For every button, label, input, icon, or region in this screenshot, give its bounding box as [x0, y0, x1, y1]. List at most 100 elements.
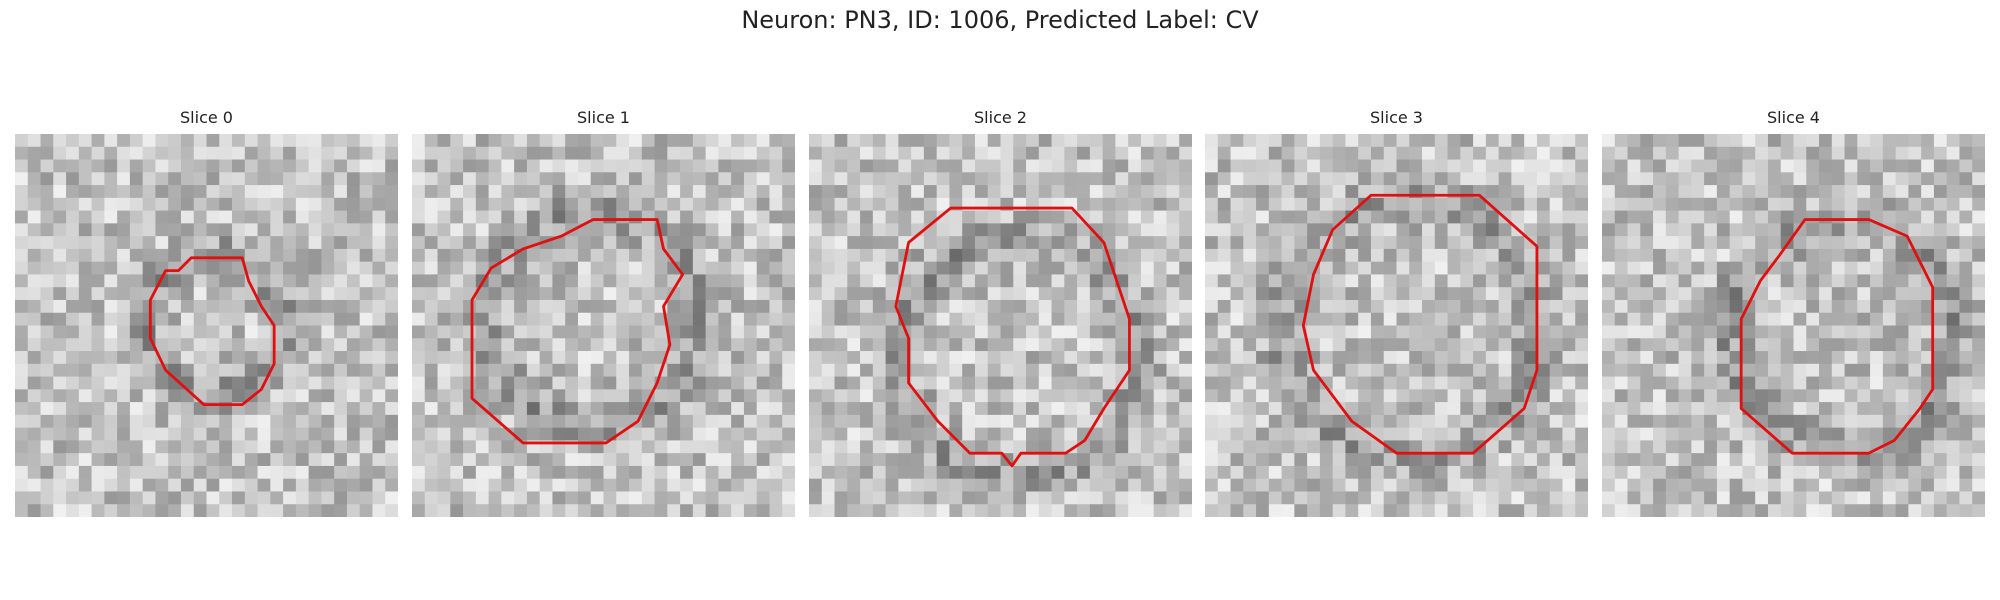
pixel [1485, 325, 1500, 339]
pixel [40, 402, 54, 416]
pixel [257, 197, 271, 212]
pixel [641, 210, 656, 225]
pixel [1870, 312, 1884, 327]
pixel [66, 223, 80, 237]
pixel [987, 453, 1002, 467]
pixel [53, 185, 67, 199]
pixel [1819, 299, 1833, 314]
pixel [552, 274, 566, 288]
pixel [692, 389, 707, 403]
pixel [1153, 478, 1168, 493]
pixel [372, 236, 386, 250]
pixel [1767, 287, 1782, 301]
pixel [885, 274, 900, 288]
pixel [1128, 351, 1142, 365]
pixel [756, 185, 771, 199]
pixel [142, 389, 157, 403]
pixel [1179, 363, 1192, 378]
pixel [962, 159, 976, 173]
pixel [180, 504, 195, 517]
pixel [949, 261, 963, 276]
pixel [117, 376, 131, 390]
pixel [1562, 363, 1576, 378]
pixel [1051, 414, 1065, 429]
pixel [1128, 478, 1142, 493]
pixel [539, 274, 554, 288]
pixel [962, 274, 976, 288]
pixel [923, 440, 938, 454]
pixel [782, 351, 795, 365]
pixel [142, 465, 157, 480]
pixel [1102, 389, 1117, 403]
pixel [424, 491, 439, 505]
pixel [1614, 504, 1629, 517]
pixel [1358, 338, 1372, 352]
pixel [1396, 440, 1410, 454]
pixel [731, 223, 745, 237]
pixel [1729, 504, 1744, 517]
pixel [756, 236, 771, 250]
pixel [923, 363, 938, 378]
pixel [1665, 414, 1680, 429]
pixel [1358, 172, 1372, 186]
pixel [1933, 312, 1948, 327]
pixel [1332, 287, 1347, 301]
pixel [539, 491, 554, 505]
pixel [424, 351, 439, 365]
pixel [1013, 440, 1027, 454]
pixel [1562, 261, 1576, 276]
pixel [731, 325, 745, 339]
pixel [1447, 440, 1461, 454]
pixel [1205, 363, 1219, 378]
pixel [463, 440, 477, 454]
pixel [1819, 440, 1833, 454]
pixel [1665, 236, 1680, 250]
pixel [193, 312, 208, 327]
pixel [654, 172, 668, 186]
pixel [1447, 389, 1461, 403]
pixel [1038, 402, 1053, 416]
pixel [1921, 146, 1935, 161]
pixel [1819, 453, 1833, 467]
pixel [1153, 491, 1168, 505]
pixel [475, 440, 490, 454]
pixel [949, 312, 963, 327]
pixel [641, 261, 656, 276]
pixel [1844, 299, 1858, 314]
pixel [1409, 210, 1423, 225]
pixel [756, 389, 771, 403]
pixel [104, 325, 118, 339]
pixel [667, 185, 681, 199]
pixel [424, 172, 439, 186]
pixel [1665, 465, 1680, 480]
pixel [667, 159, 681, 173]
pixel [1729, 146, 1744, 161]
pixel [629, 248, 643, 263]
pixel [577, 261, 592, 276]
pixel [334, 465, 348, 480]
pixel [1345, 453, 1359, 467]
pixel [385, 389, 398, 403]
pixel [78, 287, 93, 301]
pixel [206, 376, 220, 390]
pixel [193, 376, 208, 390]
pixel [501, 287, 515, 301]
pixel [1434, 172, 1449, 186]
pixel [1128, 440, 1142, 454]
pixel [834, 389, 848, 403]
pixel [129, 248, 144, 263]
pixel [1051, 261, 1065, 276]
pixel [885, 363, 900, 378]
pixel [1102, 491, 1117, 505]
pixel [1140, 478, 1155, 493]
pixel [1908, 338, 1922, 352]
pixel [1409, 440, 1423, 454]
pixel [949, 414, 963, 429]
pixel [1358, 159, 1372, 173]
pixel [1217, 389, 1232, 403]
pixel [424, 389, 439, 403]
pixel [1614, 363, 1629, 378]
pixel [501, 414, 515, 429]
pixel [1959, 299, 1973, 314]
pixel [232, 414, 246, 429]
